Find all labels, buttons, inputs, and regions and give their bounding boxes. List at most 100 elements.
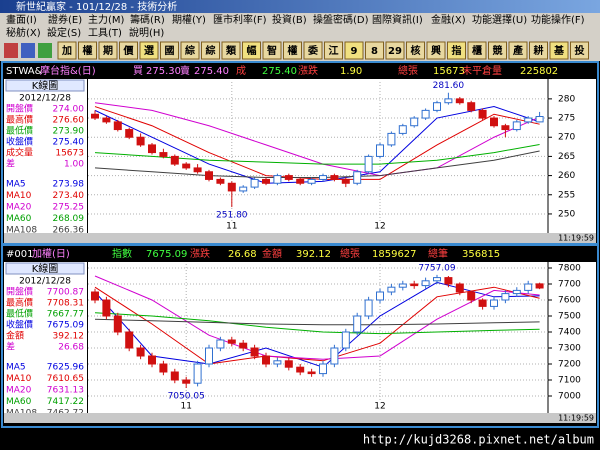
candle-body (284, 360, 293, 368)
header-text: 加權(日) (32, 247, 70, 260)
toolbar-label[interactable]: 綜 (206, 44, 216, 57)
ma-label: MA5 (6, 180, 26, 190)
toolbar-button[interactable] (447, 41, 466, 60)
toolbar-icon[interactable] (21, 43, 35, 58)
candle-body (170, 155, 179, 165)
candle-body (159, 363, 168, 373)
toolbar-label[interactable]: 興 (431, 44, 441, 57)
menu-item[interactable]: 籌碼(R) (130, 13, 165, 26)
toolbar-button[interactable] (242, 41, 261, 60)
candle-body (478, 109, 487, 119)
toolbar-label[interactable]: 價 (123, 44, 135, 57)
toolbar-button[interactable] (365, 41, 384, 60)
toolbar-label[interactable]: 加 (61, 44, 72, 57)
toolbar-button[interactable] (262, 41, 282, 60)
toolbar-button[interactable] (283, 41, 302, 60)
y-tick-label: 7400 (558, 328, 581, 338)
candle-body (376, 144, 384, 157)
header-text: 成 (236, 65, 246, 77)
candle-body (364, 155, 373, 173)
toolbar-button[interactable] (303, 41, 323, 60)
menu-item[interactable]: 匯市利率(F) (213, 13, 267, 26)
toolbar-label[interactable]: 櫃 (472, 44, 482, 57)
toolbar-button[interactable] (570, 41, 589, 60)
y-tick-label: 255 (558, 190, 575, 200)
toolbar-label[interactable]: 智 (267, 44, 277, 57)
toolbar-label[interactable]: 類 (225, 44, 237, 57)
candle-body (227, 339, 236, 344)
menu-item[interactable]: 證券(E) (48, 13, 82, 26)
y-tick-label: 7700 (558, 280, 581, 290)
toolbar-button[interactable] (508, 41, 528, 60)
candle-body (341, 331, 350, 349)
toolbar-label[interactable]: 江 (329, 44, 339, 57)
toolbar-button[interactable] (549, 41, 569, 60)
candle-body (193, 167, 202, 173)
menu-item[interactable]: 期權(Y) (172, 13, 206, 26)
menu-item[interactable]: 操盤密碼(D) (313, 13, 369, 26)
toolbar-label[interactable]: 選 (144, 44, 154, 57)
candle-body (91, 291, 99, 301)
menu-item[interactable]: 功能選擇(U) (472, 13, 527, 26)
toolbar-button[interactable] (385, 41, 405, 60)
toolbar-label[interactable]: 權 (288, 44, 298, 57)
toolbar-label[interactable]: 29 (388, 46, 402, 57)
menu-item[interactable]: 國際資訊(I) (372, 13, 423, 26)
toolbar-button[interactable] (57, 41, 77, 60)
toolbar-label[interactable]: 競 (493, 44, 503, 57)
ma-value: 7625.96 (47, 363, 84, 373)
toolbar-button[interactable] (426, 41, 446, 60)
side-value: 1.00 (64, 160, 84, 170)
toolbar-label[interactable]: 耕 (534, 44, 544, 57)
toolbar-button[interactable] (160, 41, 179, 60)
toolbar-label[interactable]: 國 (165, 45, 175, 57)
toolbar-label[interactable]: 綜 (185, 44, 195, 57)
toolbar-button[interactable] (119, 41, 138, 60)
header-text: 15673 (433, 66, 465, 77)
side-panel (4, 262, 87, 413)
toolbar-label[interactable]: 基 (553, 44, 565, 57)
toolbar-label[interactable]: 核 (411, 44, 421, 57)
toolbar-button[interactable] (529, 41, 548, 60)
toolbar-label[interactable]: 委 (307, 44, 319, 57)
toolbar-label[interactable]: 權 (83, 44, 93, 57)
toolbar-button[interactable] (98, 41, 118, 60)
toolbar-button[interactable] (139, 41, 159, 60)
menu-item[interactable]: 說明(H) (129, 26, 164, 39)
toolbar-button[interactable] (180, 41, 200, 60)
y-tick-label: 275 (558, 114, 575, 124)
toolbar-button[interactable] (488, 41, 507, 60)
toolbar-label[interactable]: 產 (512, 44, 523, 57)
toolbar-button[interactable] (201, 41, 220, 60)
toolbar-label[interactable]: 投 (575, 44, 585, 57)
toolbar-button[interactable] (221, 41, 241, 60)
menu-item[interactable]: 金融(X) (431, 13, 466, 26)
menu-item[interactable]: 設定(S) (47, 26, 81, 39)
toolbar-button[interactable] (467, 41, 487, 60)
menu-item[interactable]: 功能操作(F) (531, 13, 585, 26)
toolbar-button[interactable] (324, 41, 343, 60)
menu-item[interactable]: 主力(M) (88, 13, 125, 26)
menu-item[interactable]: 投資(B) (272, 13, 307, 26)
toolbar-label[interactable]: 指 (452, 44, 462, 57)
toolbar-icon[interactable] (4, 43, 18, 58)
ma-label: MA60 (6, 214, 32, 224)
toolbar-button[interactable] (78, 41, 97, 60)
toolbar-label[interactable]: 8 (371, 46, 378, 57)
candle-body (490, 299, 498, 307)
status-time: 11:19:59 (558, 234, 594, 243)
toolbar-button[interactable] (406, 41, 425, 60)
toolbar-button[interactable] (344, 41, 364, 60)
toolbar-label[interactable]: 9 (351, 46, 358, 57)
toolbar-label[interactable]: 幅 (247, 44, 257, 57)
menu-item[interactable]: 工具(T) (88, 27, 122, 39)
y-tick-label: 7600 (558, 296, 581, 306)
y-tick-label: 7300 (558, 344, 581, 354)
ma-value: 7417.22 (47, 397, 84, 407)
y-tick-label: 265 (558, 152, 575, 162)
candle-body (501, 293, 510, 301)
menu-item[interactable]: 畫面(I) (6, 13, 37, 26)
menu-item[interactable]: 秘舫(X) (6, 26, 41, 39)
toolbar-icon[interactable] (38, 43, 52, 58)
toolbar-label[interactable]: 期 (103, 44, 113, 57)
